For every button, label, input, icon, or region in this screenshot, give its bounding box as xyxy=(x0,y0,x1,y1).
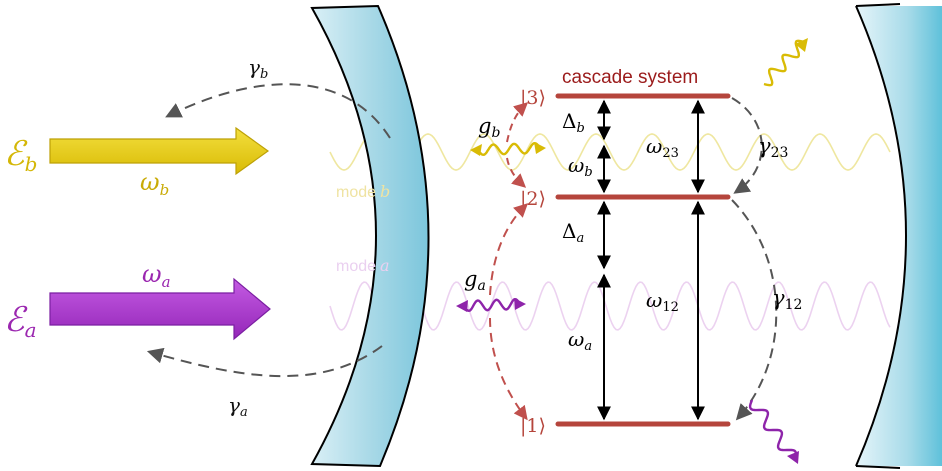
ket-1-label: |1⟩ xyxy=(520,415,546,437)
emitted-photon-a-wavy-arrow xyxy=(748,399,798,461)
right-mirror xyxy=(856,6,942,466)
omega-12-label: ω12 xyxy=(646,288,679,315)
photon-b-wavy-arrow xyxy=(477,141,541,157)
mode-b-label: mode b xyxy=(336,182,390,201)
omega-b-label: ωb xyxy=(140,168,169,199)
field-b-arrow xyxy=(49,126,270,176)
gamma-23-decay-arrow xyxy=(731,97,763,194)
cascade-system-label: cascade system xyxy=(562,67,698,88)
field-a-arrow xyxy=(49,277,271,341)
gamma-23-label: γ23 xyxy=(758,134,788,161)
gamma-b-label: γb xyxy=(248,55,268,82)
omega-b-inner-label: ωb xyxy=(568,153,593,180)
omega-a-label: ωa xyxy=(142,260,171,291)
emitted-photon-b-arrowhead xyxy=(795,38,808,52)
gamma-a-leak-arrow xyxy=(146,345,383,377)
g-a-label: ga xyxy=(464,267,486,294)
photon-b-arrowhead-left xyxy=(470,144,482,156)
emitted-photon-b-wavy-arrow xyxy=(763,39,805,87)
g-b-label: gb xyxy=(478,114,500,141)
photon-a-arrowhead-right xyxy=(514,298,526,310)
delta-a-label: Δa xyxy=(562,219,584,246)
photon-a-wavy-arrow xyxy=(463,297,521,313)
gamma-12-label: γ12 xyxy=(772,286,802,313)
omega-a-inner-label: ωa xyxy=(568,327,592,354)
gamma-a-label: γa xyxy=(228,393,248,420)
field-b-label: ℰb xyxy=(4,134,37,176)
left-mirror xyxy=(310,4,430,468)
gamma-12-decay-arrow xyxy=(731,199,778,421)
photon-b-arrowhead-right xyxy=(534,142,546,154)
field-a-label: ℰa xyxy=(4,300,37,342)
emitted-photon-a-arrowhead xyxy=(787,451,799,464)
omega-23-label: ω23 xyxy=(646,134,679,161)
delta-b-label: Δb xyxy=(562,109,585,136)
coupling-b-down-arrow xyxy=(506,157,527,188)
photon-a-arrowhead-left xyxy=(456,300,468,312)
coupling-a-down-arrow xyxy=(489,317,528,421)
coupling-b-up-arrow xyxy=(506,102,529,143)
mode-a-label: mode a xyxy=(336,256,390,275)
coupling-a-up-arrow xyxy=(489,203,529,296)
